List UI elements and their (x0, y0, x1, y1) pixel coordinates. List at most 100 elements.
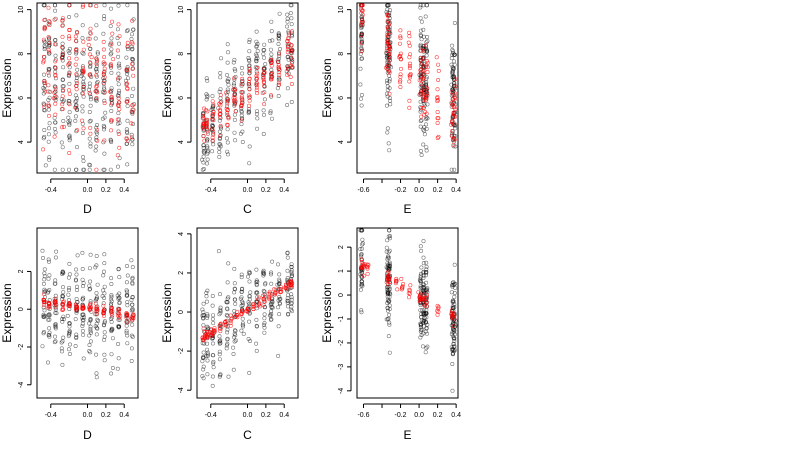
data-point (384, 265, 389, 270)
data-point (101, 308, 106, 313)
data-point (386, 316, 391, 321)
data-point (290, 64, 295, 69)
data-point (269, 312, 274, 317)
data-point (277, 33, 282, 38)
data-point (255, 71, 260, 76)
data-point (66, 115, 71, 120)
data-point (247, 69, 252, 74)
data-point (239, 106, 244, 111)
data-point (225, 123, 230, 128)
data-point (131, 122, 136, 127)
data-point (385, 40, 390, 45)
data-point (385, 58, 390, 63)
data-point (116, 317, 121, 322)
data-point (67, 301, 72, 306)
data-point (88, 46, 93, 51)
data-point (421, 48, 426, 53)
data-point (268, 109, 273, 114)
data-point (125, 97, 130, 102)
data-point (228, 318, 233, 323)
data-point (205, 127, 210, 132)
data-point (226, 374, 231, 379)
data-point (67, 81, 72, 86)
data-point (247, 103, 252, 108)
data-point (436, 306, 441, 311)
data-point (450, 330, 455, 335)
data-point (109, 294, 114, 299)
data-point (268, 291, 273, 296)
data-point (74, 272, 79, 277)
data-point (87, 81, 92, 86)
data-point (40, 255, 45, 260)
data-point (425, 91, 430, 96)
data-point (421, 105, 426, 110)
data-point (116, 100, 121, 105)
data-point (94, 130, 99, 135)
data-point (225, 330, 230, 335)
data-point (449, 308, 454, 313)
data-point (254, 278, 259, 283)
data-point (225, 336, 230, 341)
data-point (73, 99, 78, 104)
data-point (60, 78, 65, 83)
data-point (93, 148, 98, 153)
data-point (254, 85, 259, 90)
x-tick-label: 0.0 (83, 412, 93, 419)
data-point (277, 272, 282, 277)
data-point (225, 122, 230, 127)
data-point (453, 285, 458, 290)
data-point (289, 49, 294, 54)
data-point (247, 269, 252, 274)
data-point (60, 41, 65, 46)
data-point (87, 36, 92, 41)
data-point (125, 3, 130, 8)
data-point (116, 54, 121, 59)
data-point (387, 312, 392, 317)
panel-3-points (358, 3, 458, 172)
x-tick-label: -0.4 (45, 187, 57, 194)
data-point (424, 117, 429, 122)
data-point (61, 335, 66, 340)
data-point (81, 51, 86, 56)
data-point (94, 137, 99, 142)
data-point (219, 99, 224, 104)
data-point (422, 307, 427, 312)
data-point (205, 157, 210, 162)
data-point (218, 75, 223, 80)
data-point (269, 75, 274, 80)
data-point (268, 309, 273, 314)
data-point (116, 129, 121, 134)
data-point (102, 358, 107, 363)
data-point (286, 35, 291, 40)
data-point (262, 321, 267, 326)
data-point (47, 19, 52, 24)
data-point (74, 304, 79, 309)
data-point (47, 22, 52, 27)
data-point (47, 326, 52, 331)
data-point (124, 55, 129, 60)
data-point (285, 276, 290, 281)
y-tick-label: 2 (178, 271, 185, 275)
data-point (60, 58, 65, 63)
data-point (210, 94, 215, 99)
data-point (59, 56, 64, 61)
data-point (418, 280, 423, 285)
data-point (248, 94, 253, 99)
data-point (406, 40, 411, 45)
data-point (232, 93, 237, 98)
data-point (285, 300, 290, 305)
data-point (255, 56, 260, 61)
data-point (130, 94, 135, 99)
data-point (225, 113, 230, 118)
data-point (435, 303, 440, 308)
data-point (205, 144, 210, 149)
data-point (110, 31, 115, 36)
data-point (359, 310, 364, 315)
data-point (95, 317, 100, 322)
data-point (202, 150, 207, 155)
data-point (424, 270, 429, 275)
data-point (425, 304, 430, 309)
data-point (239, 83, 244, 88)
data-point (80, 328, 85, 333)
data-point (289, 61, 294, 66)
